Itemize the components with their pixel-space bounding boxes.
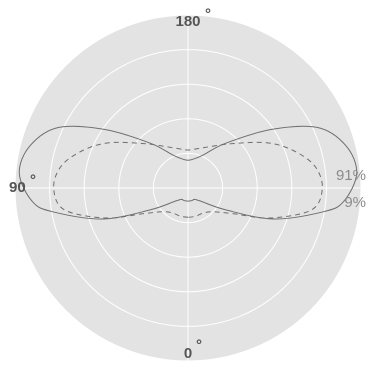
series-solid-line [18,125,358,220]
percent-label-upper: 91% [336,167,366,184]
percent-label-lower: 9% [344,194,366,211]
angle-label-top-degree: ° [205,6,211,23]
angle-label-left: 90 [9,179,26,196]
series-dashed-line [53,141,323,219]
angle-label-left-degree: ° [30,172,36,189]
angle-label-bottom-degree: ° [196,337,202,354]
grid-axes [15,15,361,361]
series-group [18,125,358,220]
angle-label-bottom: 0 [184,345,192,362]
angle-label-top: 180 [175,13,200,30]
